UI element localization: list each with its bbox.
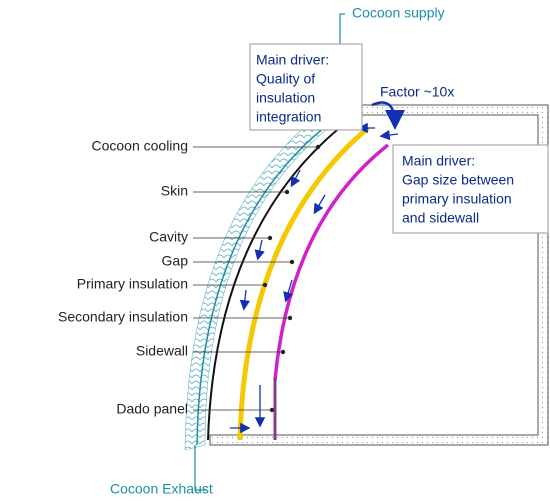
leader-dot — [269, 407, 275, 413]
factor-label: Factor ~10x — [380, 84, 454, 100]
layer-label: Skin — [161, 183, 188, 199]
box-line: Main driver: — [256, 52, 329, 68]
exhaust-label: Cocoon Exhaust — [110, 481, 213, 497]
leader-dot — [280, 349, 286, 355]
leader-dot — [267, 235, 273, 241]
layer-label: Cocoon cooling — [91, 138, 188, 154]
leader-dot — [284, 189, 290, 195]
leader-dot — [289, 259, 295, 265]
box-line: integration — [256, 109, 321, 125]
exhaust-bracket — [194, 445, 205, 491]
cocoon-cooling — [196, 111, 346, 446]
flow-arrows — [230, 101, 405, 434]
layer-label: Gap — [162, 253, 189, 269]
box-line: Gap size between — [402, 172, 514, 188]
primary-insulation — [237, 126, 370, 441]
supply-label: Cocoon supply — [352, 5, 445, 21]
box-line: Quality of — [256, 71, 315, 87]
layer-label: Secondary insulation — [58, 309, 188, 325]
layer-label: Dado panel — [116, 401, 188, 417]
layer-label: Primary insulation — [77, 276, 188, 292]
gap-box — [392, 144, 549, 234]
leader-dot — [287, 315, 293, 321]
box-line: and sidewall — [402, 210, 479, 226]
box-line: Main driver: — [402, 153, 475, 169]
leader-dot — [262, 282, 268, 288]
box-line: insulation — [256, 90, 315, 106]
quality-box — [249, 43, 363, 131]
leader-dot — [315, 144, 321, 150]
layer-label: Sidewall — [136, 343, 188, 359]
secondary-insulation — [273, 143, 390, 381]
box-line: primary insulation — [402, 191, 512, 207]
layer-label: Cavity — [149, 229, 188, 245]
